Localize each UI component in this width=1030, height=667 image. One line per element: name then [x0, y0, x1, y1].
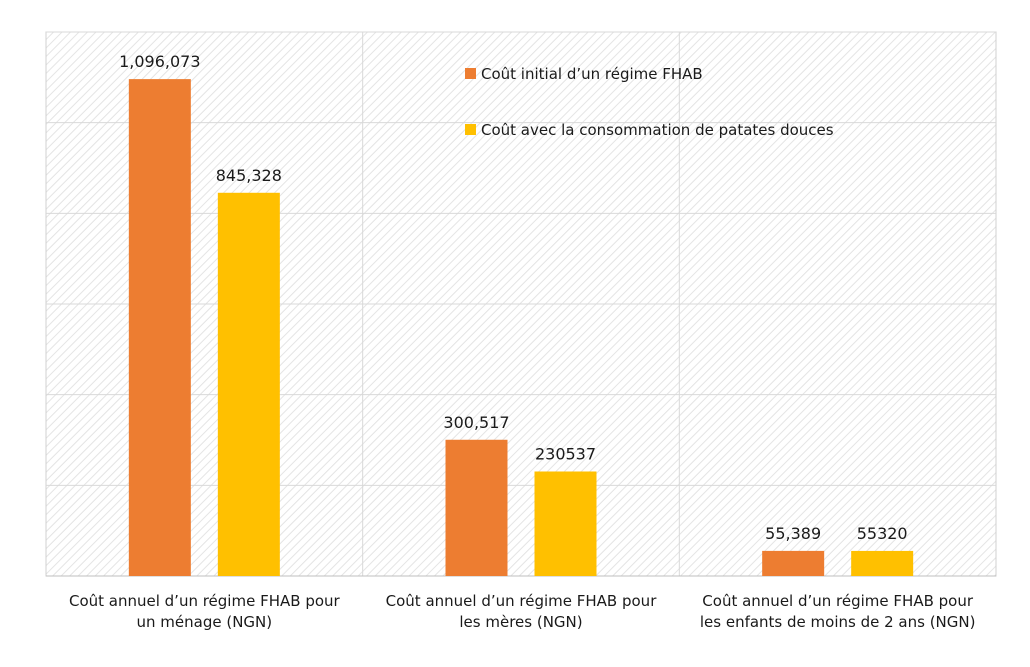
data-label: 1,096,073: [119, 52, 200, 71]
category-label: Coût annuel d’un régime FHAB pour les enf…: [700, 592, 976, 631]
category-label: Coût annuel d’un régime FHAB pour les mèr…: [386, 592, 658, 631]
bar-series-2-cat-2[interactable]: [534, 471, 597, 576]
data-label: 55320: [857, 524, 908, 543]
bar-series-1-cat-3[interactable]: [762, 550, 825, 576]
legend-label: Coût avec la consommation de patates dou…: [481, 121, 834, 139]
legend-swatch: [465, 68, 476, 79]
bar-series-1-cat-2[interactable]: [445, 439, 508, 576]
legend-swatch: [465, 124, 476, 135]
data-label: 300,517: [443, 413, 509, 432]
data-label: 845,328: [216, 166, 282, 185]
legend-item-2[interactable]: Coût avec la consommation de patates dou…: [465, 121, 834, 139]
legend-label: Coût initial d’un régime FHAB: [481, 65, 703, 83]
data-label: 55,389: [765, 524, 821, 543]
legend-item-1[interactable]: Coût initial d’un régime FHAB: [465, 65, 703, 83]
bar-series-2-cat-1[interactable]: [217, 192, 280, 576]
data-label: 230537: [535, 444, 596, 463]
bar-series-2-cat-3[interactable]: [851, 550, 914, 576]
category-label: Coût annuel d’un régime FHAB pour un ména…: [69, 592, 341, 631]
bar-series-1-cat-1[interactable]: [128, 79, 191, 576]
